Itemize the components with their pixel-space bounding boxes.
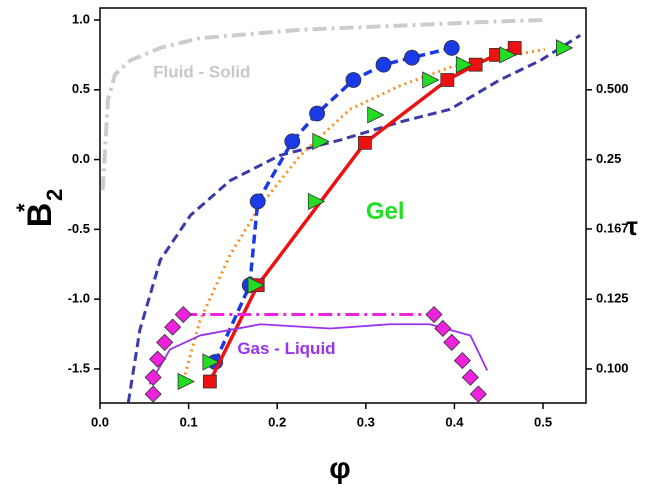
annotation: Gel (366, 198, 405, 225)
series-line (148, 323, 489, 385)
marker-circle (375, 56, 392, 73)
marker-circle (443, 40, 460, 56)
x-tick-label: 0.3 (357, 414, 375, 429)
series-line (126, 34, 582, 403)
y2-tick-label: 0.500 (596, 81, 629, 96)
x-axis-label: φ (329, 452, 350, 485)
annotation: Gas - Liquid (237, 339, 335, 358)
y-tick-label: -0.5 (68, 221, 90, 236)
marker-diamond (156, 333, 174, 351)
marker-diamond (461, 368, 479, 386)
marker-triangle (247, 276, 265, 294)
marker-diamond (469, 385, 487, 403)
y-tick-label: -1.0 (68, 291, 90, 306)
marker-circle (309, 105, 325, 122)
plot-frame (99, 7, 587, 404)
annotation: Fluid - Solid (153, 63, 250, 82)
y2-tick-label: 0.125 (596, 291, 629, 306)
marker-diamond (425, 305, 443, 324)
marker-triangle (422, 71, 440, 89)
marker-square (440, 73, 455, 87)
marker-circle (284, 133, 301, 150)
y-axis-label: B * 2 (12, 189, 67, 228)
x-tick-label: 0.0 (91, 414, 109, 429)
marker-diamond (144, 368, 162, 386)
y-label-base: B (21, 203, 59, 228)
marker-diamond (174, 305, 192, 324)
marker-triangle (177, 372, 195, 391)
marker-diamond (453, 352, 471, 370)
marker-circle (403, 49, 420, 66)
marker-triangle (499, 46, 517, 64)
x-tick-label: 0.5 (534, 414, 552, 429)
marker-diamond (144, 385, 162, 403)
y-label-sup: * (12, 203, 37, 212)
marker-triangle (455, 56, 474, 74)
marker-diamond (149, 350, 167, 368)
marker-triangle (556, 39, 574, 57)
y2-tick-label: 0.100 (596, 360, 629, 375)
x-tick-label: 0.4 (445, 414, 464, 429)
series-line (100, 18, 544, 191)
y-label-sub: 2 (42, 189, 67, 201)
marker-triangle (312, 132, 330, 151)
marker-triangle (202, 353, 220, 371)
y-tick-label: 0.0 (72, 151, 90, 166)
marker-square (358, 135, 372, 150)
y2-tick-label: 0.25 (596, 151, 621, 166)
marker-triangle (367, 106, 385, 124)
marker-diamond (443, 333, 461, 351)
marker-circle (345, 72, 362, 88)
y-tick-label: 0.5 (72, 81, 90, 96)
marker-diamond (164, 318, 182, 336)
marker-triangle (307, 192, 326, 211)
marker-square (202, 374, 217, 389)
marker-circle (249, 193, 266, 210)
x-tick-label: 0.2 (268, 414, 286, 429)
x-tick-label: 0.1 (180, 414, 198, 429)
marker-diamond (434, 319, 452, 338)
y2-tick-label: 0.167 (596, 220, 629, 235)
y2-axis-label: τ (626, 211, 638, 241)
y-tick-label: -1.5 (68, 360, 90, 375)
y-tick-label: 1.0 (72, 11, 90, 26)
